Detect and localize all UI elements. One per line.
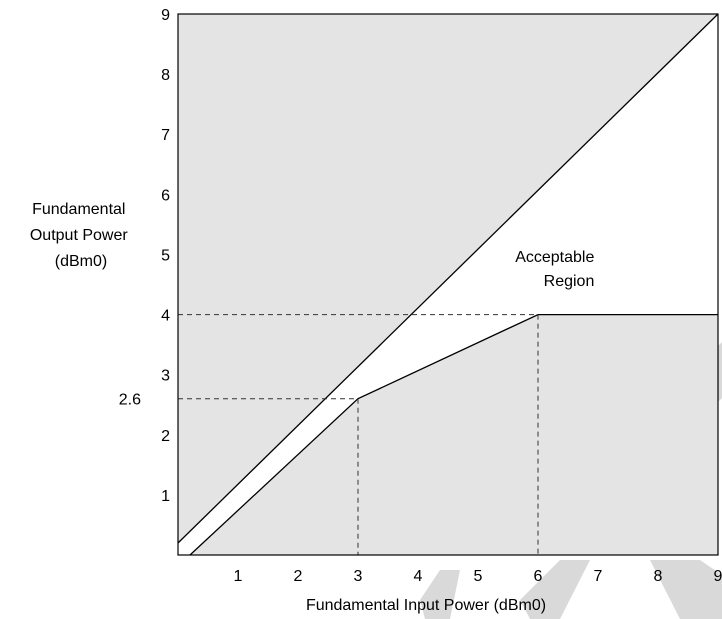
y-tick-label: 2 [161,428,170,445]
acceptable-region-label-line-2: Region [544,273,595,290]
x-tick-label: 5 [474,568,483,585]
shaded-below-lower-boundary [190,314,718,555]
y-tick-label: 4 [161,308,170,325]
x-tick-label: 3 [354,568,363,585]
y-axis-title-line-2: Output Power [30,227,129,244]
acceptable-region-label-line-1: Acceptable [515,249,594,266]
x-axis-title: Fundamental Input Power (dBm0) [306,597,546,614]
x-tick-label: 9 [714,568,722,585]
x-tick-label: 4 [414,568,423,585]
acceptable-region-label: Acceptable Region [515,249,599,290]
dashed-reference-line-2 [178,398,359,555]
y-tick-label: 6 [161,187,170,204]
reference-lines [178,314,539,555]
dashed-reference-line-1 [178,314,539,555]
y-tick-label: 8 [161,67,170,84]
y-tick-label: 3 [161,368,170,385]
x-tick-label: 6 [534,568,543,585]
y-tick-label: 5 [161,247,170,264]
lower-boundary-line [189,313,718,556]
x-tick-label: 7 [594,568,603,585]
upper-boundary-line [177,13,719,544]
y-axis-title: Fundamental Output Power (dBm0) [30,201,132,270]
plot-frame [177,13,719,556]
x-tick-label: 8 [654,568,663,585]
y-tick-label: 7 [161,127,170,144]
y-tick-label: 9 [161,7,170,24]
y-tick-label-extra: 2.6 [119,392,141,409]
y-axis-title-line-3: (dBm0) [55,253,107,270]
y-tick-label: 1 [161,488,170,505]
x-tick-labels: 1 2 3 4 5 6 7 8 9 [234,568,722,585]
y-axis-title-line-1: Fundamental [32,201,125,218]
boundary-lines [177,13,719,556]
y-tick-labels: 1 2 3 4 5 6 7 8 9 2.6 [119,7,170,505]
shaded-regions [178,14,718,555]
x-tick-label: 2 [294,568,303,585]
x-tick-label: 1 [234,568,243,585]
